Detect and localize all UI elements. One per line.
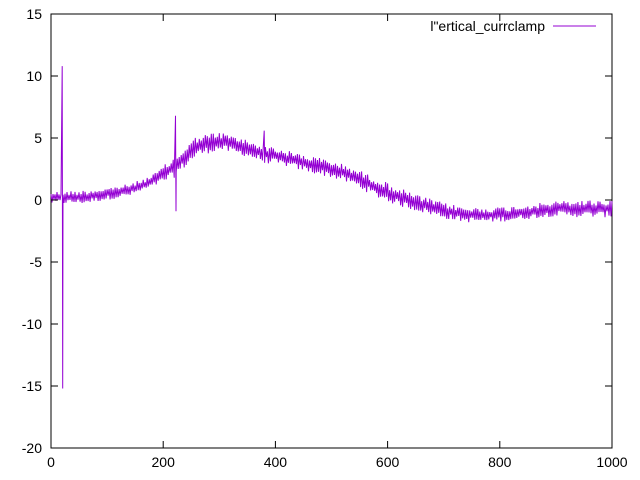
y-tick-label: 15 — [26, 6, 42, 22]
y-tick-label: 10 — [26, 68, 42, 84]
ticks-layer: 0 200 400 600 800 1000 -20 -15 -10 -5 0 5 10 15 — [22, 6, 628, 470]
series-layer — [50, 66, 613, 389]
x-tick-label: 800 — [488, 454, 512, 470]
plot-border — [50, 13, 613, 449]
plot-frame — [50, 13, 613, 449]
legend-label: l"ertical_currclamp — [430, 18, 545, 34]
y-tick-label: 5 — [34, 130, 42, 146]
x-tick-label: 200 — [152, 454, 176, 470]
x-tick-label: 600 — [376, 454, 400, 470]
y-tick-label: 0 — [34, 192, 42, 208]
x-tick-label: 0 — [47, 454, 55, 470]
y-tick-label: -15 — [22, 378, 42, 394]
y-tick-label: -5 — [30, 254, 43, 270]
y-tick-label: -10 — [22, 316, 42, 332]
legend: l"ertical_currclamp — [430, 18, 596, 34]
x-tick-label: 1000 — [596, 454, 627, 470]
x-tick-label: 400 — [264, 454, 288, 470]
y-tick-label: -20 — [22, 440, 42, 456]
series-line — [50, 66, 613, 389]
